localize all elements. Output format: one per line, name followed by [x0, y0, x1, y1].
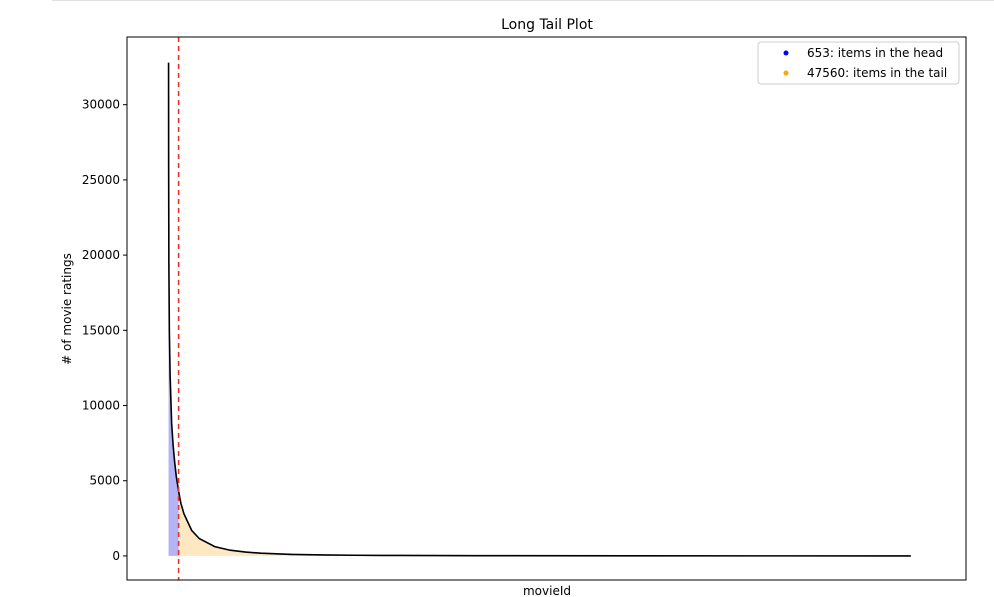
y-tick-label: 10000 [82, 399, 120, 413]
legend-tail-label: 47560: items in the tail [807, 66, 947, 80]
y-tick-label: 20000 [82, 248, 120, 262]
legend: 653: items in the head 47560: items in t… [757, 41, 960, 85]
notebook-cell-border [52, 0, 994, 1]
y-tick-label: 5000 [89, 474, 120, 488]
chart-title: Long Tail Plot [501, 17, 593, 33]
series-line [167, 62, 911, 557]
y-tick-label: 30000 [82, 98, 120, 112]
plot-area [167, 37, 911, 580]
legend-box [757, 41, 960, 85]
y-tick-label: 15000 [82, 323, 120, 337]
x-axis-label: movieId [523, 584, 571, 597]
legend-tail-marker [783, 70, 789, 76]
legend-head-label: 653: items in the head [807, 46, 943, 60]
y-tick-label: 25000 [82, 173, 120, 187]
y-axis-label: # of movie ratings [60, 253, 74, 365]
y-axis: 0 5000 10000 15000 20000 25000 30000 [82, 98, 127, 563]
fill-head [168, 62, 179, 556]
y-tick-label: 0 [112, 549, 120, 563]
fill-tail [178, 491, 911, 556]
legend-head-marker [783, 50, 789, 56]
plot-frame [126, 36, 967, 581]
